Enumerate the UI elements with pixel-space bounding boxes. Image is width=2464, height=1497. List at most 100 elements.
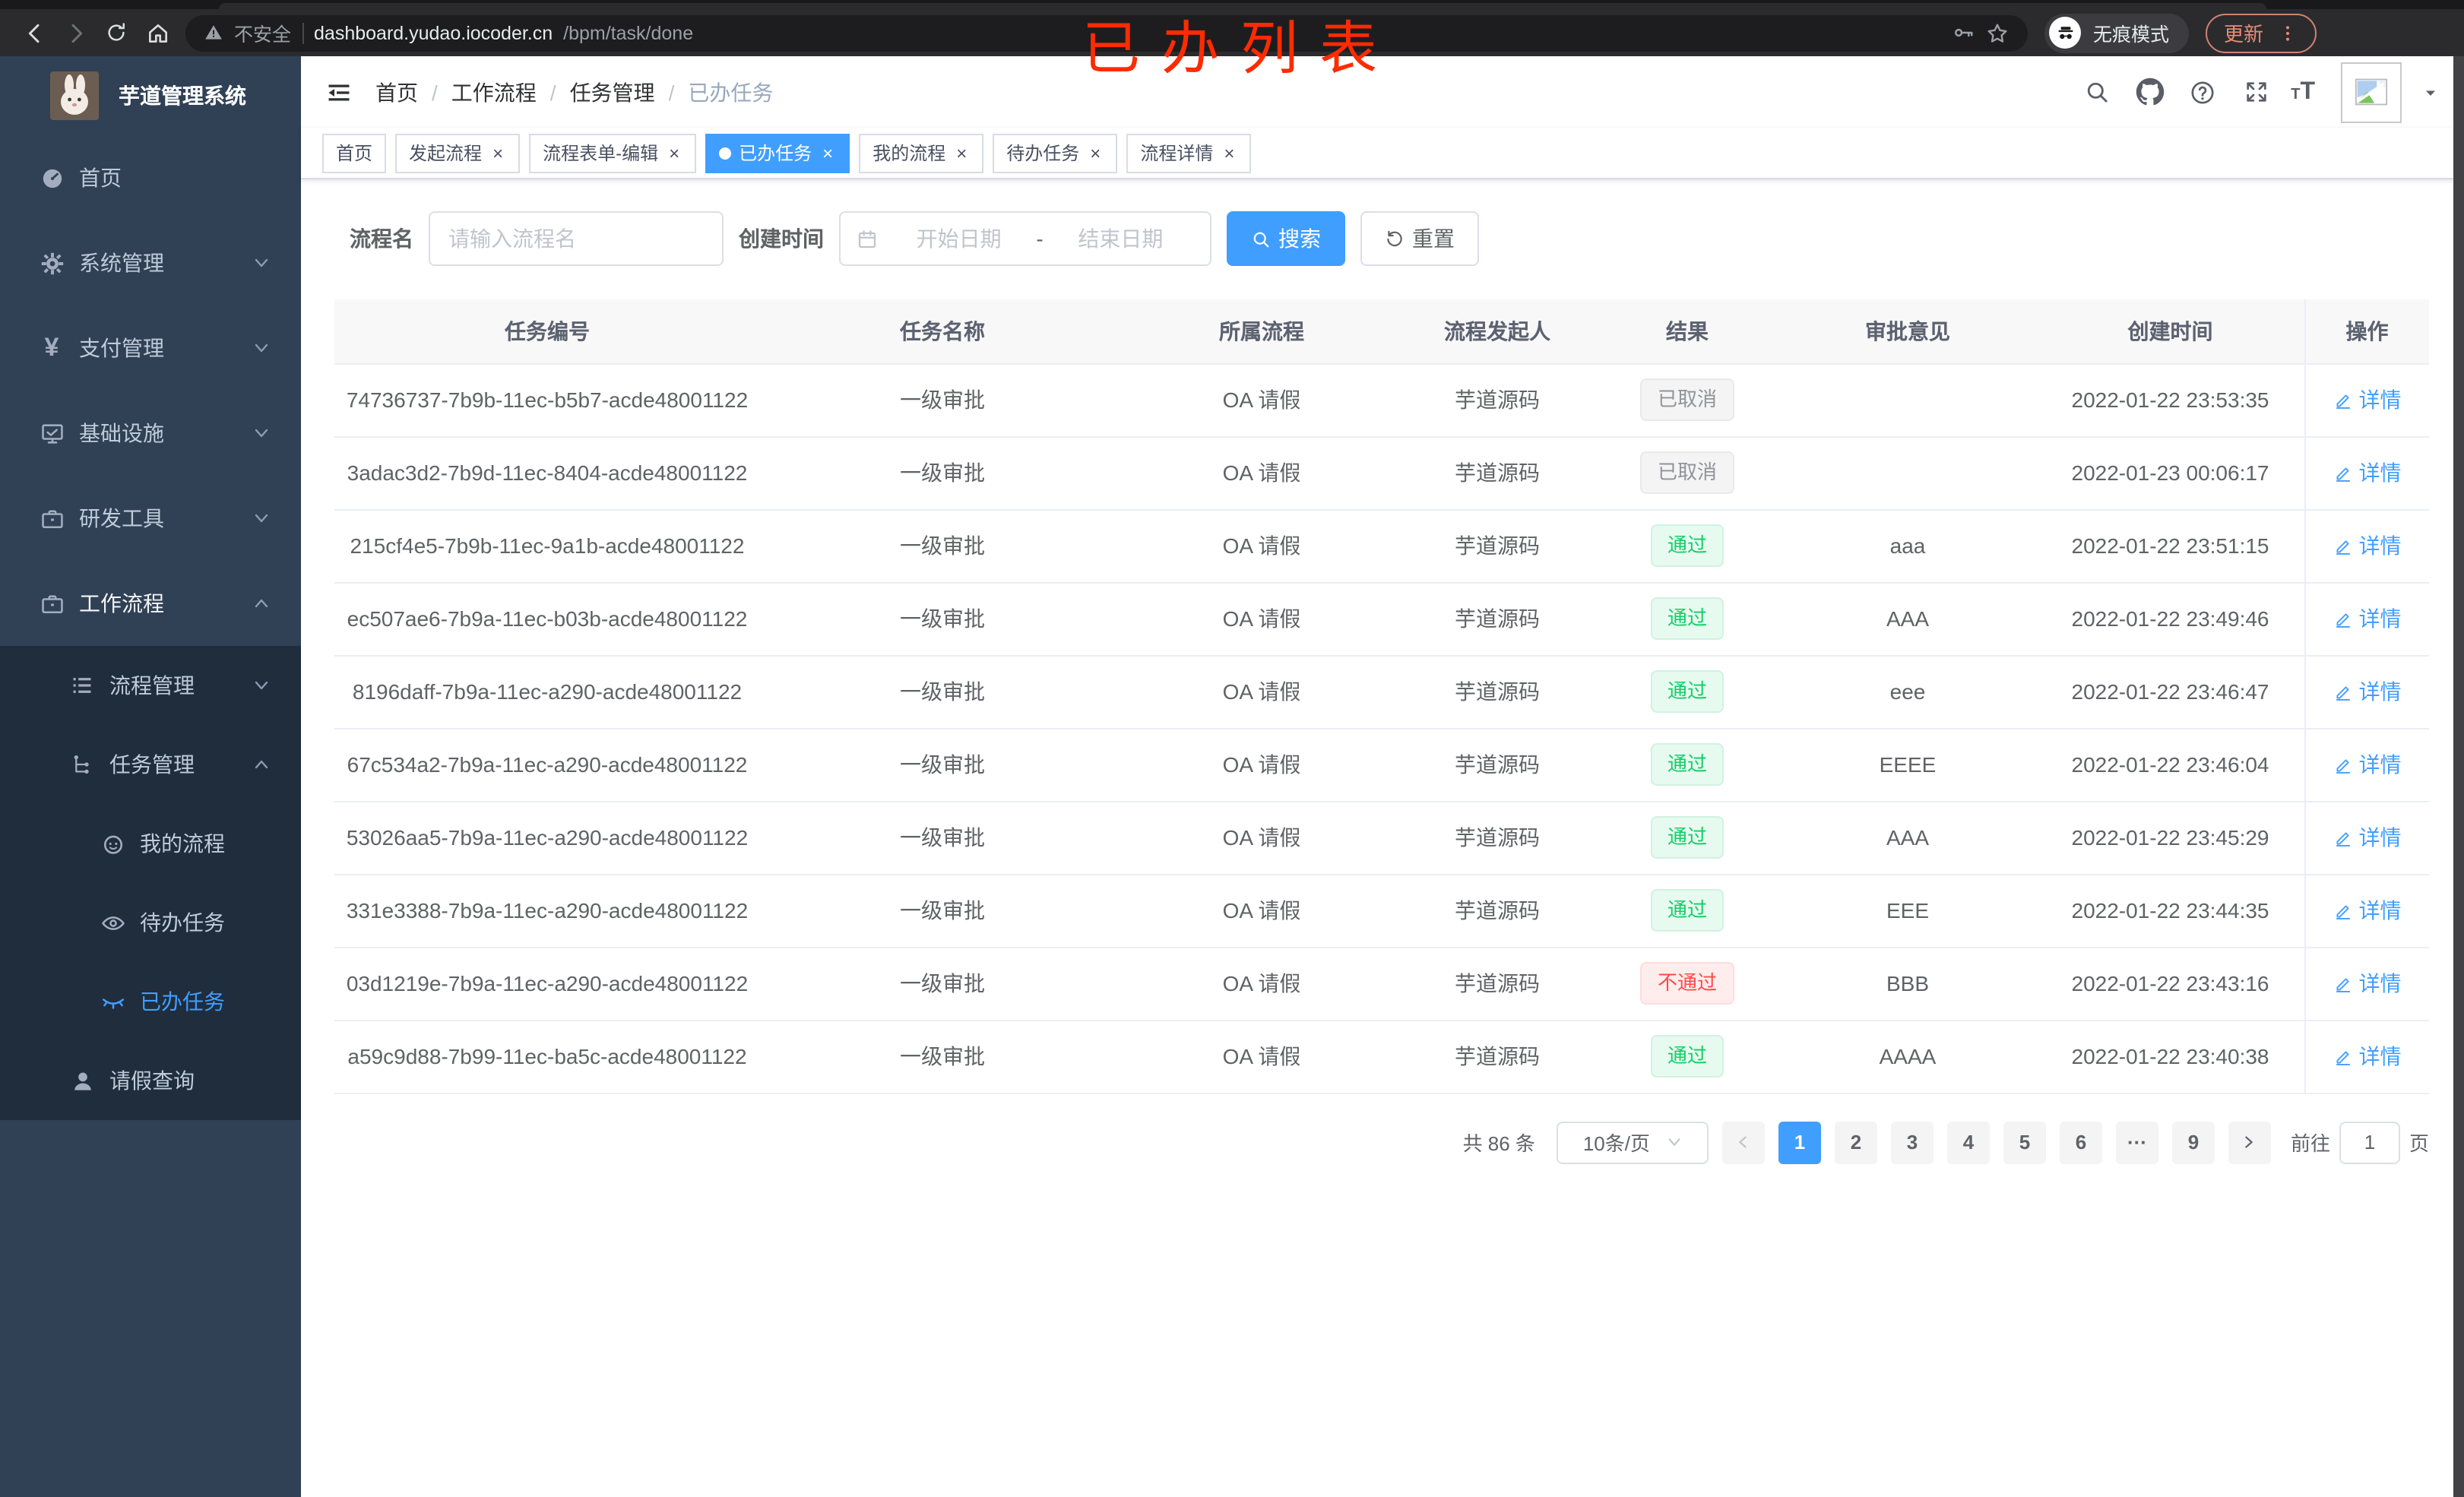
tab-process-detail[interactable]: 流程详情 ×: [1126, 133, 1252, 172]
total-count: 共 86 条: [1462, 1132, 1535, 1155]
fullscreen-icon[interactable]: [2238, 72, 2274, 112]
close-icon[interactable]: ×: [492, 142, 504, 163]
tab-done-tasks[interactable]: 已办任务 ×: [705, 133, 850, 172]
sidebar-item-process-mgmt[interactable]: 流程管理: [0, 646, 301, 725]
create-time-label: 创建时间: [739, 226, 824, 251]
breadcrumb-task-mgmt[interactable]: 任务管理: [569, 80, 655, 104]
column-task-id: 任务编号: [334, 299, 760, 364]
detail-link[interactable]: 详情: [2333, 385, 2402, 415]
page-button-4[interactable]: 4: [1946, 1121, 1990, 1163]
close-icon[interactable]: ×: [956, 142, 968, 163]
scrollbar[interactable]: [2453, 56, 2464, 1497]
gauge-icon: [38, 165, 65, 191]
user-icon: [68, 1068, 96, 1093]
search-button[interactable]: 搜索: [1227, 211, 1345, 266]
eye-open-icon: [99, 910, 126, 935]
chevron-up-icon: [252, 755, 271, 774]
back-icon[interactable]: [14, 13, 55, 52]
detail-link[interactable]: 详情: [2333, 749, 2402, 780]
app-logo[interactable]: 芋道管理系统: [0, 56, 301, 135]
breadcrumb-workflow[interactable]: 工作流程: [451, 80, 537, 104]
sidebar-item-devtools[interactable]: 研发工具: [0, 476, 301, 561]
detail-link[interactable]: 详情: [2333, 676, 2402, 707]
page-button-1[interactable]: 1: [1778, 1121, 1821, 1163]
sidebar-toggle-icon[interactable]: [325, 78, 353, 106]
page-button-3[interactable]: 3: [1890, 1121, 1934, 1163]
address-bar[interactable]: 不安全 dashboard.yudao.iocoder.cn/bpm/task/…: [185, 14, 2028, 51]
sidebar-item-done-tasks[interactable]: 已办任务: [0, 962, 301, 1041]
reset-button[interactable]: 重置: [1360, 211, 1479, 266]
chevron-down-icon: [252, 676, 271, 695]
close-icon[interactable]: ×: [669, 142, 680, 163]
avatar[interactable]: [2341, 62, 2402, 122]
prev-page-button[interactable]: [1721, 1121, 1765, 1163]
breadcrumb-home[interactable]: 首页: [375, 80, 418, 104]
monitor-icon: [38, 420, 65, 446]
toolbox-icon: [38, 505, 65, 531]
detail-link[interactable]: 详情: [2333, 530, 2402, 561]
caret-down-icon[interactable]: [2421, 83, 2440, 101]
close-icon[interactable]: ×: [1090, 142, 1101, 163]
page-button-6[interactable]: 6: [2059, 1121, 2102, 1163]
update-button[interactable]: 更新: [2206, 13, 2317, 52]
sidebar-item-infra[interactable]: 基础设施: [0, 391, 301, 476]
detail-link[interactable]: 详情: [2333, 603, 2402, 634]
chevron-down-icon: [252, 509, 271, 527]
date-range-picker[interactable]: 开始日期 - 结束日期: [839, 211, 1211, 266]
browser-tab[interactable]: [219, 3, 2266, 9]
detail-link[interactable]: 详情: [2333, 968, 2402, 999]
detail-link[interactable]: 详情: [2333, 457, 2402, 488]
sidebar-item-todo-tasks[interactable]: 待办任务: [0, 883, 301, 962]
tab-todo-tasks[interactable]: 待办任务 ×: [993, 133, 1118, 172]
page-ellipsis[interactable]: ···: [2115, 1121, 2158, 1163]
detail-link[interactable]: 详情: [2333, 1041, 2402, 1071]
column-actions: 操作: [2304, 299, 2429, 364]
browser-menu-icon[interactable]: [2277, 22, 2298, 43]
goto-page-input[interactable]: [2339, 1121, 2400, 1163]
status-badge: 通过: [1650, 670, 1724, 713]
home-icon[interactable]: [137, 13, 178, 52]
sidebar-item-leave-query[interactable]: 请假查询: [0, 1041, 301, 1120]
url-host: dashboard.yudao.iocoder.cn: [314, 22, 553, 43]
key-icon[interactable]: [1952, 21, 1975, 44]
page-size-select[interactable]: 10条/页: [1556, 1121, 1709, 1163]
page-button-9[interactable]: 9: [2171, 1121, 2215, 1163]
tab-start-process[interactable]: 发起流程 ×: [395, 133, 521, 172]
sidebar-item-home[interactable]: 首页: [0, 135, 301, 220]
yuan-icon: ¥: [44, 333, 59, 362]
sidebar-item-workflow[interactable]: 工作流程: [0, 561, 301, 646]
page-button-2[interactable]: 2: [1834, 1121, 1877, 1163]
process-name-label: 流程名: [350, 226, 413, 251]
search-icon[interactable]: [2078, 72, 2114, 112]
next-page-button[interactable]: [2228, 1121, 2271, 1163]
chevron-up-icon: [252, 594, 271, 612]
security-label: 不安全: [234, 24, 292, 46]
detail-link[interactable]: 详情: [2333, 895, 2402, 926]
chevron-down-icon: [1665, 1134, 1682, 1150]
help-icon[interactable]: [2184, 72, 2221, 112]
sidebar-item-system[interactable]: 系统管理: [0, 220, 301, 305]
process-name-input[interactable]: [429, 211, 724, 266]
sidebar-item-task-mgmt[interactable]: 任务管理: [0, 725, 301, 804]
page-button-5[interactable]: 5: [2003, 1121, 2046, 1163]
tab-my-process[interactable]: 我的流程 ×: [859, 133, 984, 172]
close-icon[interactable]: ×: [1224, 142, 1235, 163]
sidebar-item-my-process[interactable]: 我的流程: [0, 804, 301, 883]
sidebar-item-payment[interactable]: ¥ 支付管理: [0, 305, 301, 391]
edit-icon: [2333, 900, 2353, 920]
tab-home[interactable]: 首页: [322, 133, 387, 172]
close-icon[interactable]: ×: [822, 142, 834, 163]
tab-form-edit[interactable]: 流程表单-编辑 ×: [529, 133, 697, 172]
detail-link[interactable]: 详情: [2333, 822, 2402, 853]
pagination: 共 86 条 10条/页 1 2 3 4 5 6 ··· 9: [334, 1121, 2429, 1163]
github-icon[interactable]: [2131, 72, 2168, 112]
forward-icon[interactable]: [55, 13, 96, 52]
reload-icon[interactable]: [96, 13, 137, 52]
active-dot: [719, 147, 732, 159]
end-date-placeholder: 结束日期: [1078, 226, 1164, 251]
bookmark-star-icon[interactable]: [1985, 21, 2010, 45]
